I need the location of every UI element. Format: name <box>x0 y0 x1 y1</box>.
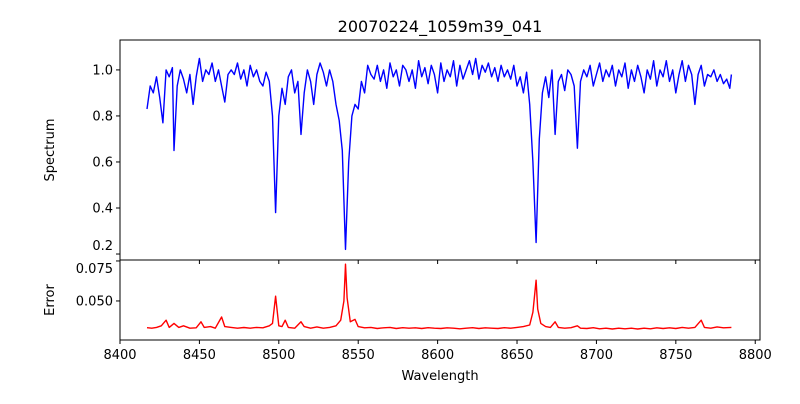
xtick-label: 8550 <box>342 348 375 363</box>
ytick-label: 0.2 <box>92 239 113 254</box>
ytick-label: 0.4 <box>92 201 113 216</box>
spectrum-line <box>146 57 733 251</box>
xtick-label: 8500 <box>262 348 295 363</box>
error-line <box>146 263 732 330</box>
xtick-label: 8750 <box>659 348 692 363</box>
axes-frame-1 <box>119 259 761 341</box>
xtick-label: 8700 <box>580 348 613 363</box>
chart-title: 20070224_1059m39_041 <box>338 17 543 37</box>
xlabel: Wavelength <box>401 369 478 384</box>
ytick-label: 0.8 <box>92 109 113 124</box>
ytick-label: 0.6 <box>92 155 113 170</box>
ytick-label: 1.0 <box>92 63 113 78</box>
xtick-label: 8600 <box>421 348 454 363</box>
error-ylabel: Error <box>43 284 58 316</box>
ytick-label: 0.075 <box>76 262 113 277</box>
xtick-label: 8800 <box>739 348 772 363</box>
xtick-label: 8450 <box>183 348 216 363</box>
ytick-label: 0.050 <box>76 294 113 309</box>
xtick-label: 8650 <box>500 348 533 363</box>
spectrum-ylabel: Spectrum <box>43 119 58 182</box>
xtick-label: 8400 <box>103 348 136 363</box>
